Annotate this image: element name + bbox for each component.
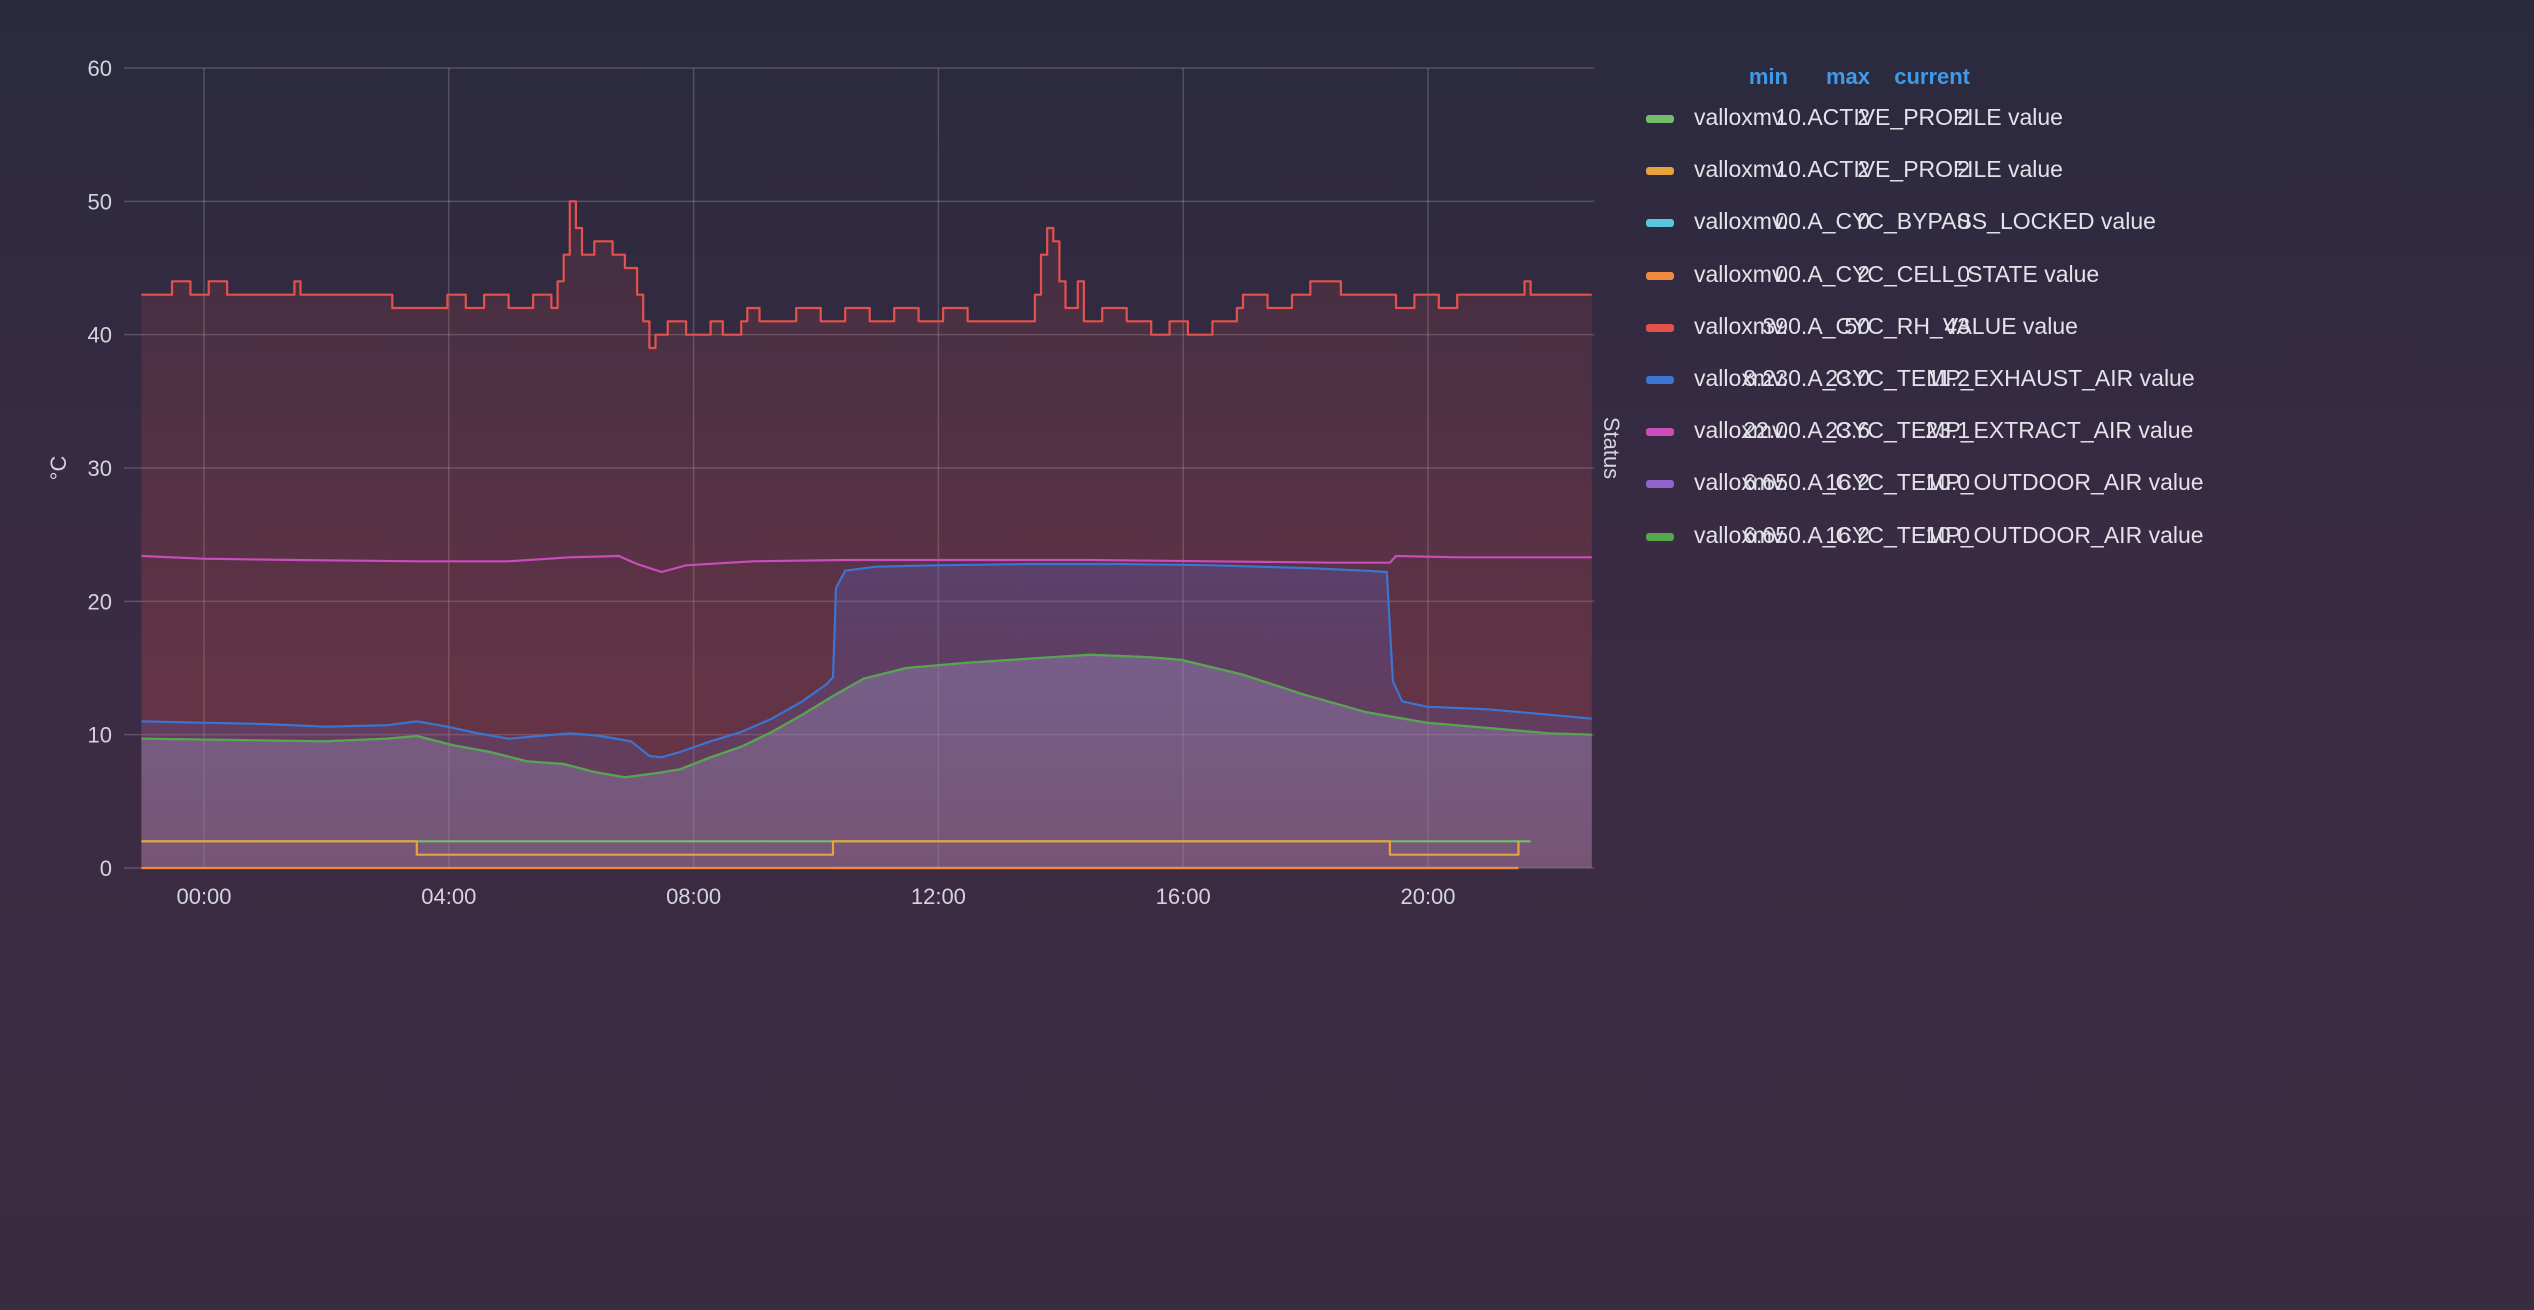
y-tick-label: 30 bbox=[88, 456, 112, 481]
legend-max-value: 23.0 bbox=[1825, 364, 1870, 391]
legend-current-value: 23.1 bbox=[1925, 417, 1970, 444]
legend-col-max[interactable]: max bbox=[1825, 64, 1870, 89]
legend-min-value: 22.0 bbox=[1743, 417, 1788, 444]
x-tick-label: 16:00 bbox=[1156, 884, 1211, 909]
series-line-4 bbox=[141, 200, 1592, 350]
y-tick-label: 50 bbox=[88, 189, 112, 214]
x-tick-label: 20:00 bbox=[1400, 884, 1455, 909]
series-fill-7 bbox=[141, 654, 1592, 868]
x-tick-label: 08:00 bbox=[666, 884, 721, 909]
legend-series-name[interactable]: valloxmv.0.A_CYC_TEMP_EXTRACT_AIR value bbox=[1694, 417, 2194, 444]
chart-plot: 0 10 20 30 40 50 60 00:00 04:00 08:00 12:00 16:00 20… bbox=[46, 56, 1624, 909]
legend-min-value: 1 bbox=[1775, 156, 1788, 183]
legend-series-name[interactable]: valloxmv.0.ACTIVE_PROFILE value bbox=[1694, 156, 2063, 183]
y-tick-label: 0 bbox=[100, 856, 112, 881]
legend-item[interactable]: valloxmv.0.A_CYC_BYPASS_LOCKED value 0 0 0 bbox=[1640, 198, 2500, 250]
legend-min-value: 39 bbox=[1762, 312, 1788, 339]
series-line-1 bbox=[141, 840, 1520, 856]
legend-series-name[interactable]: valloxmv.0.A_CYC_BYPASS_LOCKED value bbox=[1694, 208, 2156, 235]
series-line-6 bbox=[141, 554, 1592, 574]
legend-current-value: 10.0 bbox=[1925, 521, 1970, 548]
legend-max-value: 16.2 bbox=[1825, 521, 1870, 548]
legend-swatch[interactable] bbox=[1646, 323, 1674, 332]
series-line-8 bbox=[141, 653, 1592, 779]
legend-header: min max current bbox=[1640, 60, 2500, 94]
legend-series-name[interactable]: valloxmv.0.A_CYC_RH_VALUE value bbox=[1694, 312, 2078, 339]
x-tick-label: 12:00 bbox=[911, 884, 966, 909]
legend-item[interactable]: valloxmv.0.A_CYC_TEMP_EXTRACT_AIR value 2… bbox=[1640, 407, 2500, 459]
legend-min-value: 6.65 bbox=[1743, 521, 1788, 548]
legend-max-value: 2 bbox=[1857, 104, 1870, 130]
legend-item[interactable]: valloxmv.0.ACTIVE_PROFILE value 1 2 2 bbox=[1640, 94, 2500, 146]
legend-min-value: 8.23 bbox=[1743, 364, 1788, 391]
legend-swatch[interactable] bbox=[1646, 428, 1674, 437]
legend: min max current valloxmv.0.ACTIVE_PROFIL… bbox=[1640, 60, 2500, 564]
legend-current-value: 11.2 bbox=[1926, 364, 1970, 391]
legend-max-value: 0 bbox=[1857, 208, 1870, 235]
legend-max-value: 16.2 bbox=[1825, 469, 1870, 496]
y-axis-label: °C bbox=[46, 456, 71, 481]
legend-item[interactable]: valloxmv.0.ACTIVE_PROFILE value 1 2 2 bbox=[1640, 146, 2500, 198]
legend-swatch[interactable] bbox=[1646, 219, 1674, 228]
legend-max-value: 50 bbox=[1844, 312, 1870, 339]
legend-min-value: 1 bbox=[1775, 104, 1788, 130]
legend-item[interactable]: valloxmv.0.A_CYC_RH_VALUE value 39 50 43 bbox=[1640, 303, 2500, 355]
legend-series-name[interactable]: valloxmv.0.A_CYC_CELL_STATE value bbox=[1694, 260, 2100, 287]
axis-ticks: 0 10 20 30 40 50 60 00:00 04:00 08:00 12:00 16:00 20… bbox=[88, 56, 1456, 909]
legend-swatch[interactable] bbox=[1646, 271, 1674, 280]
legend-item[interactable]: valloxmv.0.A_CYC_TEMP_OUTDOOR_AIR value 6… bbox=[1640, 512, 2500, 564]
legend-min-value: 0 bbox=[1775, 260, 1788, 287]
legend-swatch[interactable] bbox=[1646, 115, 1674, 123]
legend-current-value: 10.0 bbox=[1925, 469, 1970, 496]
legend-current-value: 2 bbox=[1957, 156, 1970, 183]
legend-item[interactable]: valloxmv.0.A_CYC_TEMP_OUTDOOR_AIR value 6… bbox=[1640, 459, 2500, 511]
series-lines bbox=[141, 200, 1592, 870]
legend-series-name[interactable]: valloxmv.0.A_CYC_TEMP_OUTDOOR_AIR value bbox=[1694, 469, 2204, 496]
legend-item[interactable]: valloxmv.0.A_CYC_TEMP_EXHAUST_AIR value 8… bbox=[1640, 355, 2500, 407]
y-tick-label: 40 bbox=[88, 323, 112, 348]
y2-axis-label: Status bbox=[1599, 417, 1624, 479]
x-tick-label: 04:00 bbox=[421, 884, 476, 909]
legend-rows: valloxmv.0.ACTIVE_PROFILE value 1 2 2 vallox… bbox=[1640, 94, 2500, 564]
legend-swatch[interactable] bbox=[1646, 375, 1674, 384]
legend-min-value: 0 bbox=[1775, 208, 1788, 235]
legend-swatch[interactable] bbox=[1646, 532, 1674, 541]
legend-current-value: 2 bbox=[1957, 104, 1970, 130]
legend-series-name[interactable]: valloxmv.0.A_CYC_TEMP_EXHAUST_AIR value bbox=[1694, 364, 2195, 391]
y-tick-label: 20 bbox=[88, 589, 112, 614]
legend-min-value: 6.65 bbox=[1743, 469, 1788, 496]
legend-series-name[interactable]: valloxmv.0.ACTIVE_PROFILE value bbox=[1694, 104, 2063, 130]
legend-col-current[interactable]: current bbox=[1894, 64, 1970, 89]
legend-series-name[interactable]: valloxmv.0.A_CYC_TEMP_OUTDOOR_AIR value bbox=[1694, 521, 2204, 548]
legend-max-value: 2 bbox=[1857, 260, 1870, 287]
legend-max-value: 2 bbox=[1857, 156, 1870, 183]
legend-col-min[interactable]: min bbox=[1748, 64, 1788, 89]
legend-current-value: 0 bbox=[1957, 208, 1970, 235]
legend-current-value: 0 bbox=[1957, 260, 1970, 287]
x-tick-label: 00:00 bbox=[176, 884, 231, 909]
legend-swatch[interactable] bbox=[1646, 167, 1674, 176]
y-tick-label: 10 bbox=[88, 723, 112, 748]
series-fills bbox=[141, 201, 1592, 869]
legend-item[interactable]: valloxmv.0.A_CYC_CELL_STATE value 0 2 0 bbox=[1640, 251, 2500, 303]
series-line-5 bbox=[141, 562, 1592, 759]
legend-current-value: 43 bbox=[1944, 312, 1970, 339]
y-tick-label: 60 bbox=[88, 56, 112, 81]
legend-max-value: 23.6 bbox=[1825, 417, 1870, 444]
legend-swatch[interactable] bbox=[1646, 480, 1674, 489]
